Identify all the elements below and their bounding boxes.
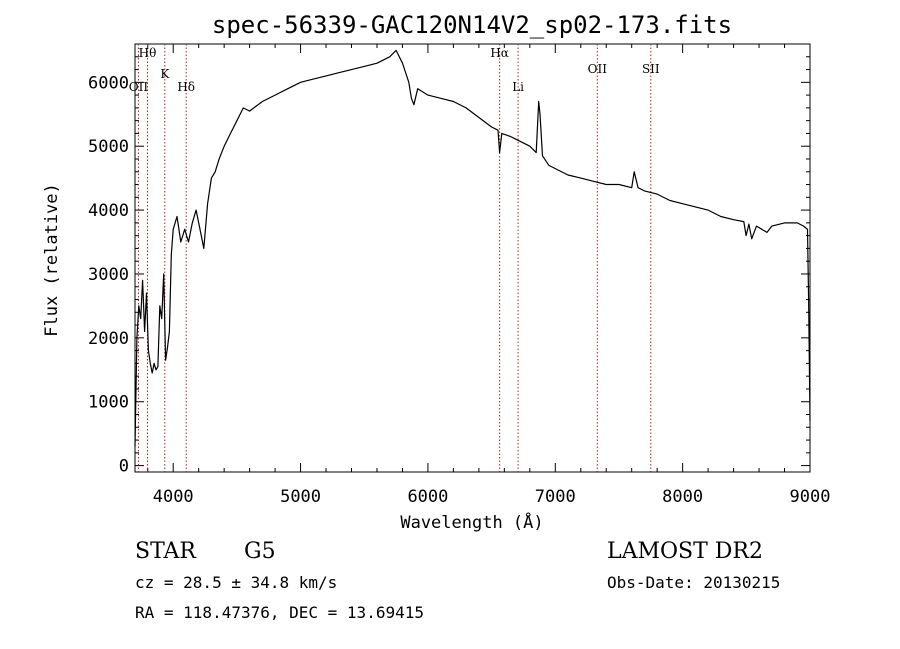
y-tick-label: 2000 [88,329,129,349]
object-class: STAR [135,539,196,564]
spectrum-line [134,49,811,447]
x-tick-label: 8000 [662,487,703,507]
y-tick-label: 5000 [88,137,129,157]
x-tick-label: 5000 [280,487,321,507]
y-tick-label: 3000 [88,265,129,285]
spectral-line-label: SII [642,62,660,76]
plot-area: 4000 5000 6000 7000 8000 9000 0 1000 2000 3000 400… [88,43,831,507]
x-tick-label: 9000 [790,487,831,507]
y-tick-label: 6000 [88,73,129,93]
spectral-line-label: Hδ [177,80,195,94]
redshift-cz: cz = 28.5 ± 34.8 km/s [135,573,338,592]
x-tick-label: 4000 [153,487,194,507]
spectral-line-label: Hα [490,46,509,60]
coordinates: RA = 118.47376, DEC = 13.69415 [135,603,424,622]
subclass: G5 [244,539,276,564]
spectral-line-label: Li [512,80,524,94]
y-tick-label: 4000 [88,201,129,221]
plot-frame [134,43,811,473]
spectral-line-label: OII [588,62,608,76]
obs-date: Obs-Date: 20130215 [607,573,781,592]
spectral-line-label: OII [129,80,149,94]
spectral-line-label: K [160,67,170,81]
x-tick-label: 7000 [535,487,576,507]
y-axis-label: Flux (relative) [42,183,62,337]
survey-name: LAMOST DR2 [607,539,763,564]
x-axis-label: Wavelength (Å) [400,511,543,533]
chart-title: spec-56339-GAC120N14V2_sp02-173.fits [212,11,732,39]
spectral-line-label: Hθ [139,46,157,60]
y-tick-label: 1000 [88,393,129,413]
x-tick-label: 6000 [407,487,448,507]
y-tick-label: 0 [119,457,129,477]
